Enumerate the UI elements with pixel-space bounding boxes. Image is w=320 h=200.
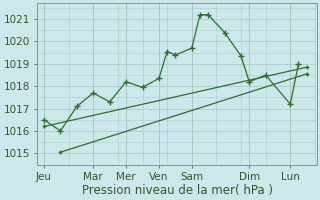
X-axis label: Pression niveau de la mer( hPa ): Pression niveau de la mer( hPa ) <box>82 184 273 197</box>
